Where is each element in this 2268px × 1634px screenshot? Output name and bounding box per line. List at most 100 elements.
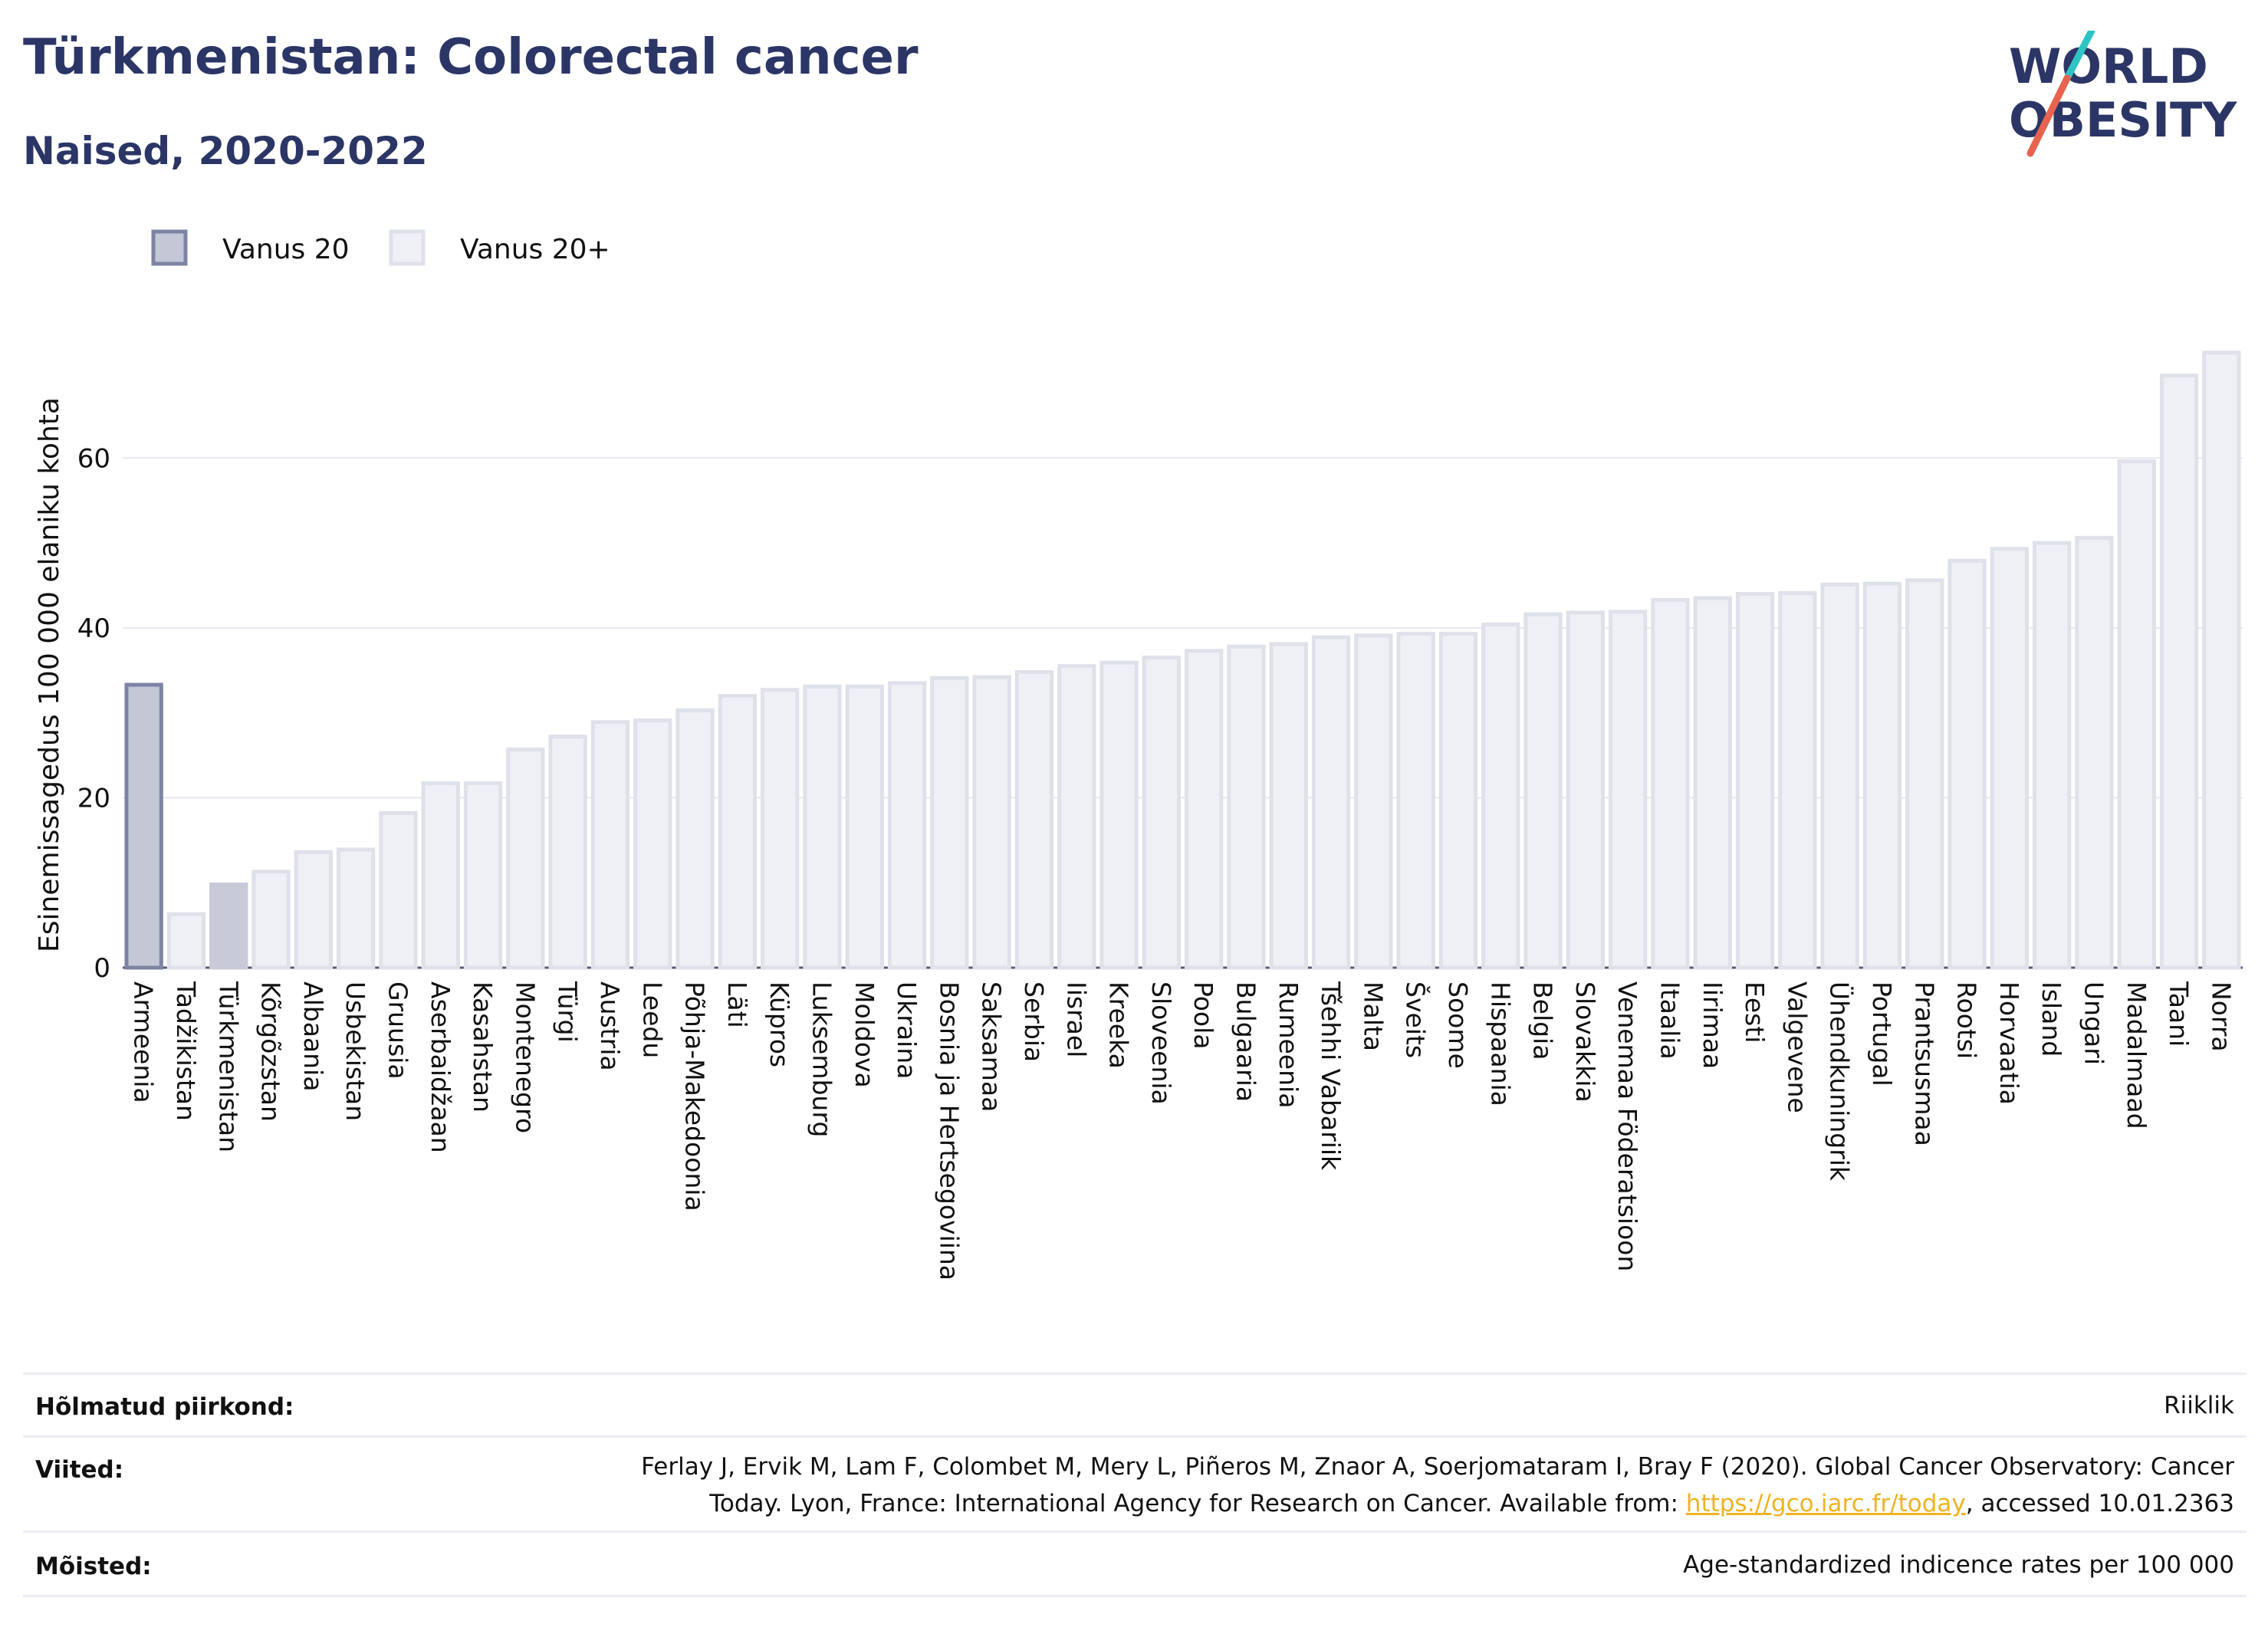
bar-11 (590, 720, 630, 970)
bar-7 (421, 781, 460, 970)
x-tick-label-19: Bosnia ja Hertsegoviina (934, 981, 964, 1281)
x-tick-label-30: Šveits (1401, 981, 1431, 1058)
references-link[interactable]: https://gco.iarc.fr/today (1685, 1490, 1966, 1517)
x-tick-labels: Armeenia Tadžikistan Türkmenistan Kõrgõzsta… (129, 981, 2237, 1281)
info-row-region: Hõlmatud piirkond: Riiklik (23, 1373, 2247, 1438)
bar-35 (1608, 610, 1648, 970)
x-tick-label-40: Ühendkuningrik (1825, 981, 1855, 1182)
bar-20 (972, 675, 1011, 970)
x-tick-label-14: Läti (722, 981, 752, 1028)
bar-19 (930, 676, 969, 970)
x-tick-label-2: Türkmenistan (213, 981, 243, 1152)
bar-27 (1269, 642, 1308, 970)
references-value: Ferlay J, Ervik M, Lam F, Colombet M, Me… (641, 1448, 2234, 1522)
x-tick-label-1: Tadžikistan (171, 981, 201, 1121)
bar-48 (2159, 373, 2199, 970)
bar-46 (2075, 535, 2114, 970)
legend-label-0: Vanus 20 (222, 234, 350, 265)
bar-6 (379, 810, 418, 970)
x-tick-label-26: Bulgaaria (1231, 981, 1261, 1102)
references-line-1: Ferlay J, Ervik M, Lam F, Colombet M, Me… (641, 1453, 2234, 1481)
x-tick-label-31: Soome (1443, 981, 1473, 1069)
chart-subtitle: Naised, 2020-2022 (23, 129, 428, 173)
x-tick-label-15: Küpros (764, 981, 794, 1067)
x-tick-label-47: Madalmaad (2122, 981, 2151, 1129)
bar-chart: Vanus 20 Vanus 20+ 0 20 40 60 Armeenia Tadžik… (34, 229, 2243, 1281)
x-tick-label-8: Kasahstan (468, 981, 498, 1113)
bar-30 (1396, 632, 1435, 970)
bar-40 (1820, 582, 1859, 970)
y-axis-label: Esinemissagedus 100 000 elaniku kohta (34, 397, 65, 952)
chart-legend: Vanus 20 Vanus 20+ (151, 229, 610, 266)
x-tick-label-27: Rumeenia (1274, 981, 1303, 1108)
x-tick-label-11: Austria (595, 981, 625, 1071)
x-tick-label-49: Norra (2206, 981, 2236, 1052)
bar-37 (1693, 596, 1732, 970)
bar-32 (1481, 622, 1520, 970)
x-tick-label-38: Eesti (1740, 981, 1770, 1043)
bar-10 (548, 735, 587, 970)
bar-14 (718, 693, 758, 970)
references-line-2-text: Today. Lyon, France: International Agenc… (709, 1490, 1686, 1517)
bar-4 (294, 850, 334, 970)
bar-24 (1142, 656, 1182, 970)
x-tick-label-46: Ungari (2079, 981, 2109, 1065)
bar-1 (166, 912, 206, 970)
y-tick-label-2: 40 (77, 613, 110, 644)
chart-title: Türkmenistan: Colorectal cancer (23, 29, 919, 86)
x-tick-label-48: Taani (2164, 981, 2194, 1047)
definitions-label: Mõisted: (35, 1553, 152, 1580)
logo-red-stroke (2026, 74, 2071, 157)
references-label: Viited: (35, 1456, 124, 1484)
x-tick-label-3: Kõrgõzstan (256, 981, 286, 1122)
y-tick-label-0: 0 (94, 953, 110, 984)
bar-41 (1862, 581, 1902, 970)
x-tick-label-33: Belgia (1528, 981, 1558, 1060)
bar-12 (633, 718, 672, 970)
x-tick-label-43: Rootsi (1952, 981, 1982, 1059)
bar-22 (1057, 664, 1096, 970)
x-tick-label-35: Venemaa Föderatsioon (1612, 981, 1642, 1271)
logo-teal-stroke (2063, 31, 2095, 82)
info-row-references: Viited: Ferlay J, Ervik M, Lam F, Colomb… (23, 1435, 2247, 1533)
bar-33 (1524, 612, 1563, 970)
bar-21 (1014, 669, 1054, 970)
bar-49 (2202, 350, 2241, 970)
x-tick-label-24: Sloveenia (1146, 981, 1176, 1105)
x-tick-label-22: Iisrael (1061, 981, 1091, 1057)
x-tick-label-21: Serbia (1019, 981, 1049, 1062)
x-tick-label-37: Iirimaa (1698, 981, 1727, 1069)
region-label: Hõlmatud piirkond: (35, 1393, 294, 1421)
references-line-2: Today. Lyon, France: International Agenc… (641, 1485, 2234, 1522)
x-tick-label-6: Gruusia (383, 981, 413, 1080)
y-tick-label-1: 20 (77, 783, 110, 814)
x-tick-label-13: Põhja-Makedoonia (680, 981, 710, 1212)
bar-42 (1905, 578, 1944, 970)
x-tick-label-41: Portugal (1867, 981, 1897, 1087)
world-obesity-logo: WORLD OBESITY (2009, 31, 2237, 157)
x-tick-label-44: Horvaatia (1994, 981, 2024, 1105)
x-tick-label-12: Leedu (637, 981, 667, 1058)
x-tick-label-9: Montenegro (510, 981, 540, 1133)
logo-word-world: WORLD (2009, 38, 2208, 94)
x-tick-label-45: Island (2036, 981, 2066, 1057)
info-row-definitions: Mõisted: Age-standardized indicence rate… (23, 1530, 2247, 1597)
y-tick-labels: 0 20 40 60 (77, 443, 110, 984)
bar-28 (1311, 635, 1351, 970)
bar-39 (1778, 590, 1817, 970)
x-tick-label-39: Valgevene (1782, 981, 1812, 1113)
references-line-2-suffix: , accessed 10.01.2363 (1965, 1490, 2234, 1517)
x-tick-label-7: Aserbaidžaan (426, 981, 455, 1153)
bar-47 (2117, 459, 2156, 970)
bar-5 (336, 847, 376, 970)
bar-8 (463, 781, 503, 970)
bar-45 (2032, 541, 2072, 970)
bar-13 (675, 708, 715, 970)
bar-31 (1438, 632, 1478, 970)
x-tick-label-32: Hispaania (1485, 981, 1515, 1106)
bar-23 (1099, 660, 1139, 970)
x-tick-label-28: Tšehhi Vabariik (1316, 981, 1346, 1171)
bar-25 (1184, 649, 1224, 970)
bar-26 (1227, 644, 1266, 970)
x-tick-label-20: Saksamaa (977, 981, 1007, 1112)
